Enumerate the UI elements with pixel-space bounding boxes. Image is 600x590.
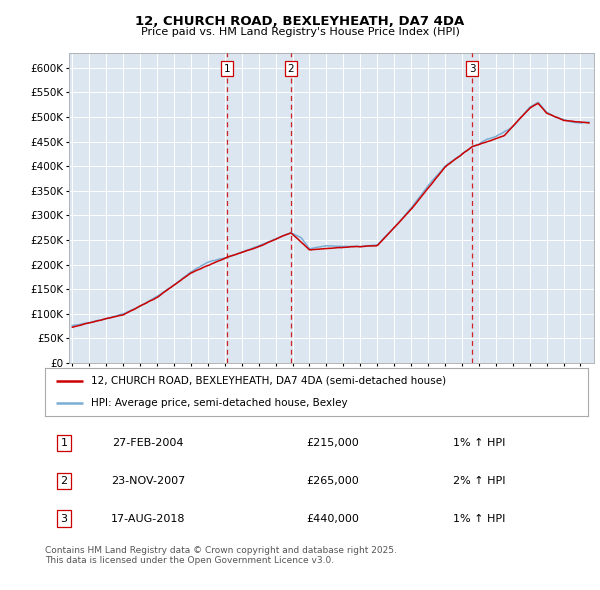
Text: Contains HM Land Registry data © Crown copyright and database right 2025.
This d: Contains HM Land Registry data © Crown c…: [45, 546, 397, 565]
Text: 27-FEB-2004: 27-FEB-2004: [112, 438, 184, 448]
Text: 1% ↑ HPI: 1% ↑ HPI: [453, 514, 506, 523]
Text: £440,000: £440,000: [307, 514, 359, 523]
Text: 3: 3: [469, 64, 476, 74]
Text: £265,000: £265,000: [307, 476, 359, 486]
Text: 2: 2: [287, 64, 294, 74]
Text: 23-NOV-2007: 23-NOV-2007: [111, 476, 185, 486]
Text: 1% ↑ HPI: 1% ↑ HPI: [453, 438, 506, 448]
Text: £215,000: £215,000: [307, 438, 359, 448]
Text: 17-AUG-2018: 17-AUG-2018: [111, 514, 185, 523]
Text: 1: 1: [61, 438, 68, 448]
Text: 3: 3: [61, 514, 68, 523]
Text: 1: 1: [224, 64, 230, 74]
Text: HPI: Average price, semi-detached house, Bexley: HPI: Average price, semi-detached house,…: [91, 398, 348, 408]
Text: 12, CHURCH ROAD, BEXLEYHEATH, DA7 4DA (semi-detached house): 12, CHURCH ROAD, BEXLEYHEATH, DA7 4DA (s…: [91, 376, 446, 386]
Text: 2% ↑ HPI: 2% ↑ HPI: [453, 476, 506, 486]
Text: Price paid vs. HM Land Registry's House Price Index (HPI): Price paid vs. HM Land Registry's House …: [140, 27, 460, 37]
Text: 12, CHURCH ROAD, BEXLEYHEATH, DA7 4DA: 12, CHURCH ROAD, BEXLEYHEATH, DA7 4DA: [136, 15, 464, 28]
Text: 2: 2: [61, 476, 68, 486]
